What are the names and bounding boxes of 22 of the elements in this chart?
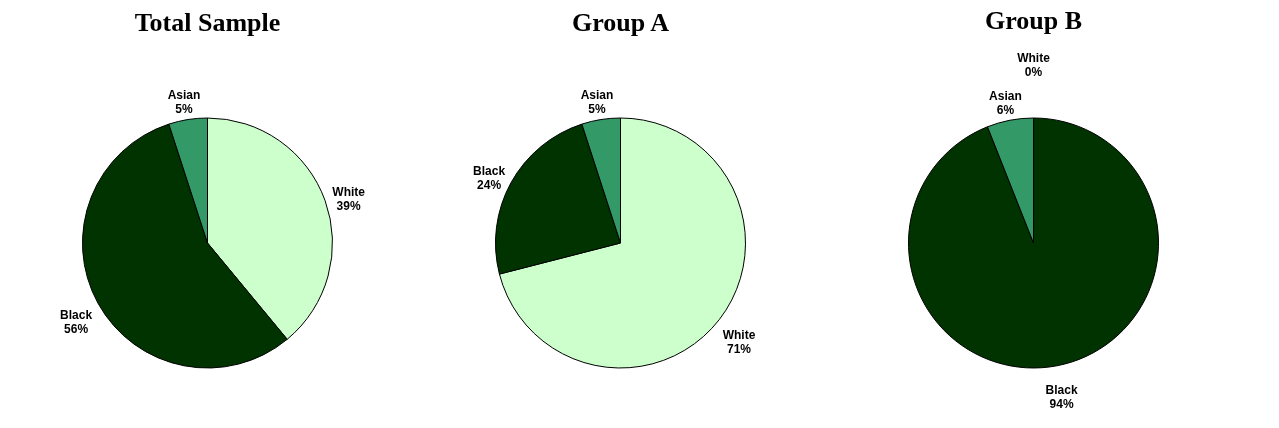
- data-label: 6%: [996, 102, 1015, 117]
- chart-title: Group A: [571, 8, 670, 38]
- text: 0%: [1024, 65, 1043, 79]
- slice-label: Asian: [989, 88, 1022, 103]
- data-label: 94%: [1049, 397, 1074, 412]
- chart-title: Group B: [984, 6, 1083, 35]
- slice-label: Asian: [580, 87, 614, 102]
- slice-label: White: [722, 327, 756, 342]
- data-label: 24%: [477, 177, 502, 192]
- chart-title: Total Sample: [134, 8, 281, 38]
- data-label: 71%: [727, 341, 752, 356]
- slice-label: White: [332, 185, 366, 200]
- slice-label: Black: [473, 163, 506, 178]
- slice-label: Black: [1045, 383, 1078, 398]
- slice-label: Black: [60, 308, 93, 323]
- slice-label: Asian: [167, 87, 201, 102]
- data-label: 56%: [64, 322, 89, 337]
- data-label: 5%: [175, 101, 194, 116]
- pie-slice: [908, 117, 1159, 369]
- data-label: 5%: [588, 101, 607, 116]
- data-label: 39%: [336, 199, 361, 214]
- category-label: White: [1017, 51, 1050, 65]
